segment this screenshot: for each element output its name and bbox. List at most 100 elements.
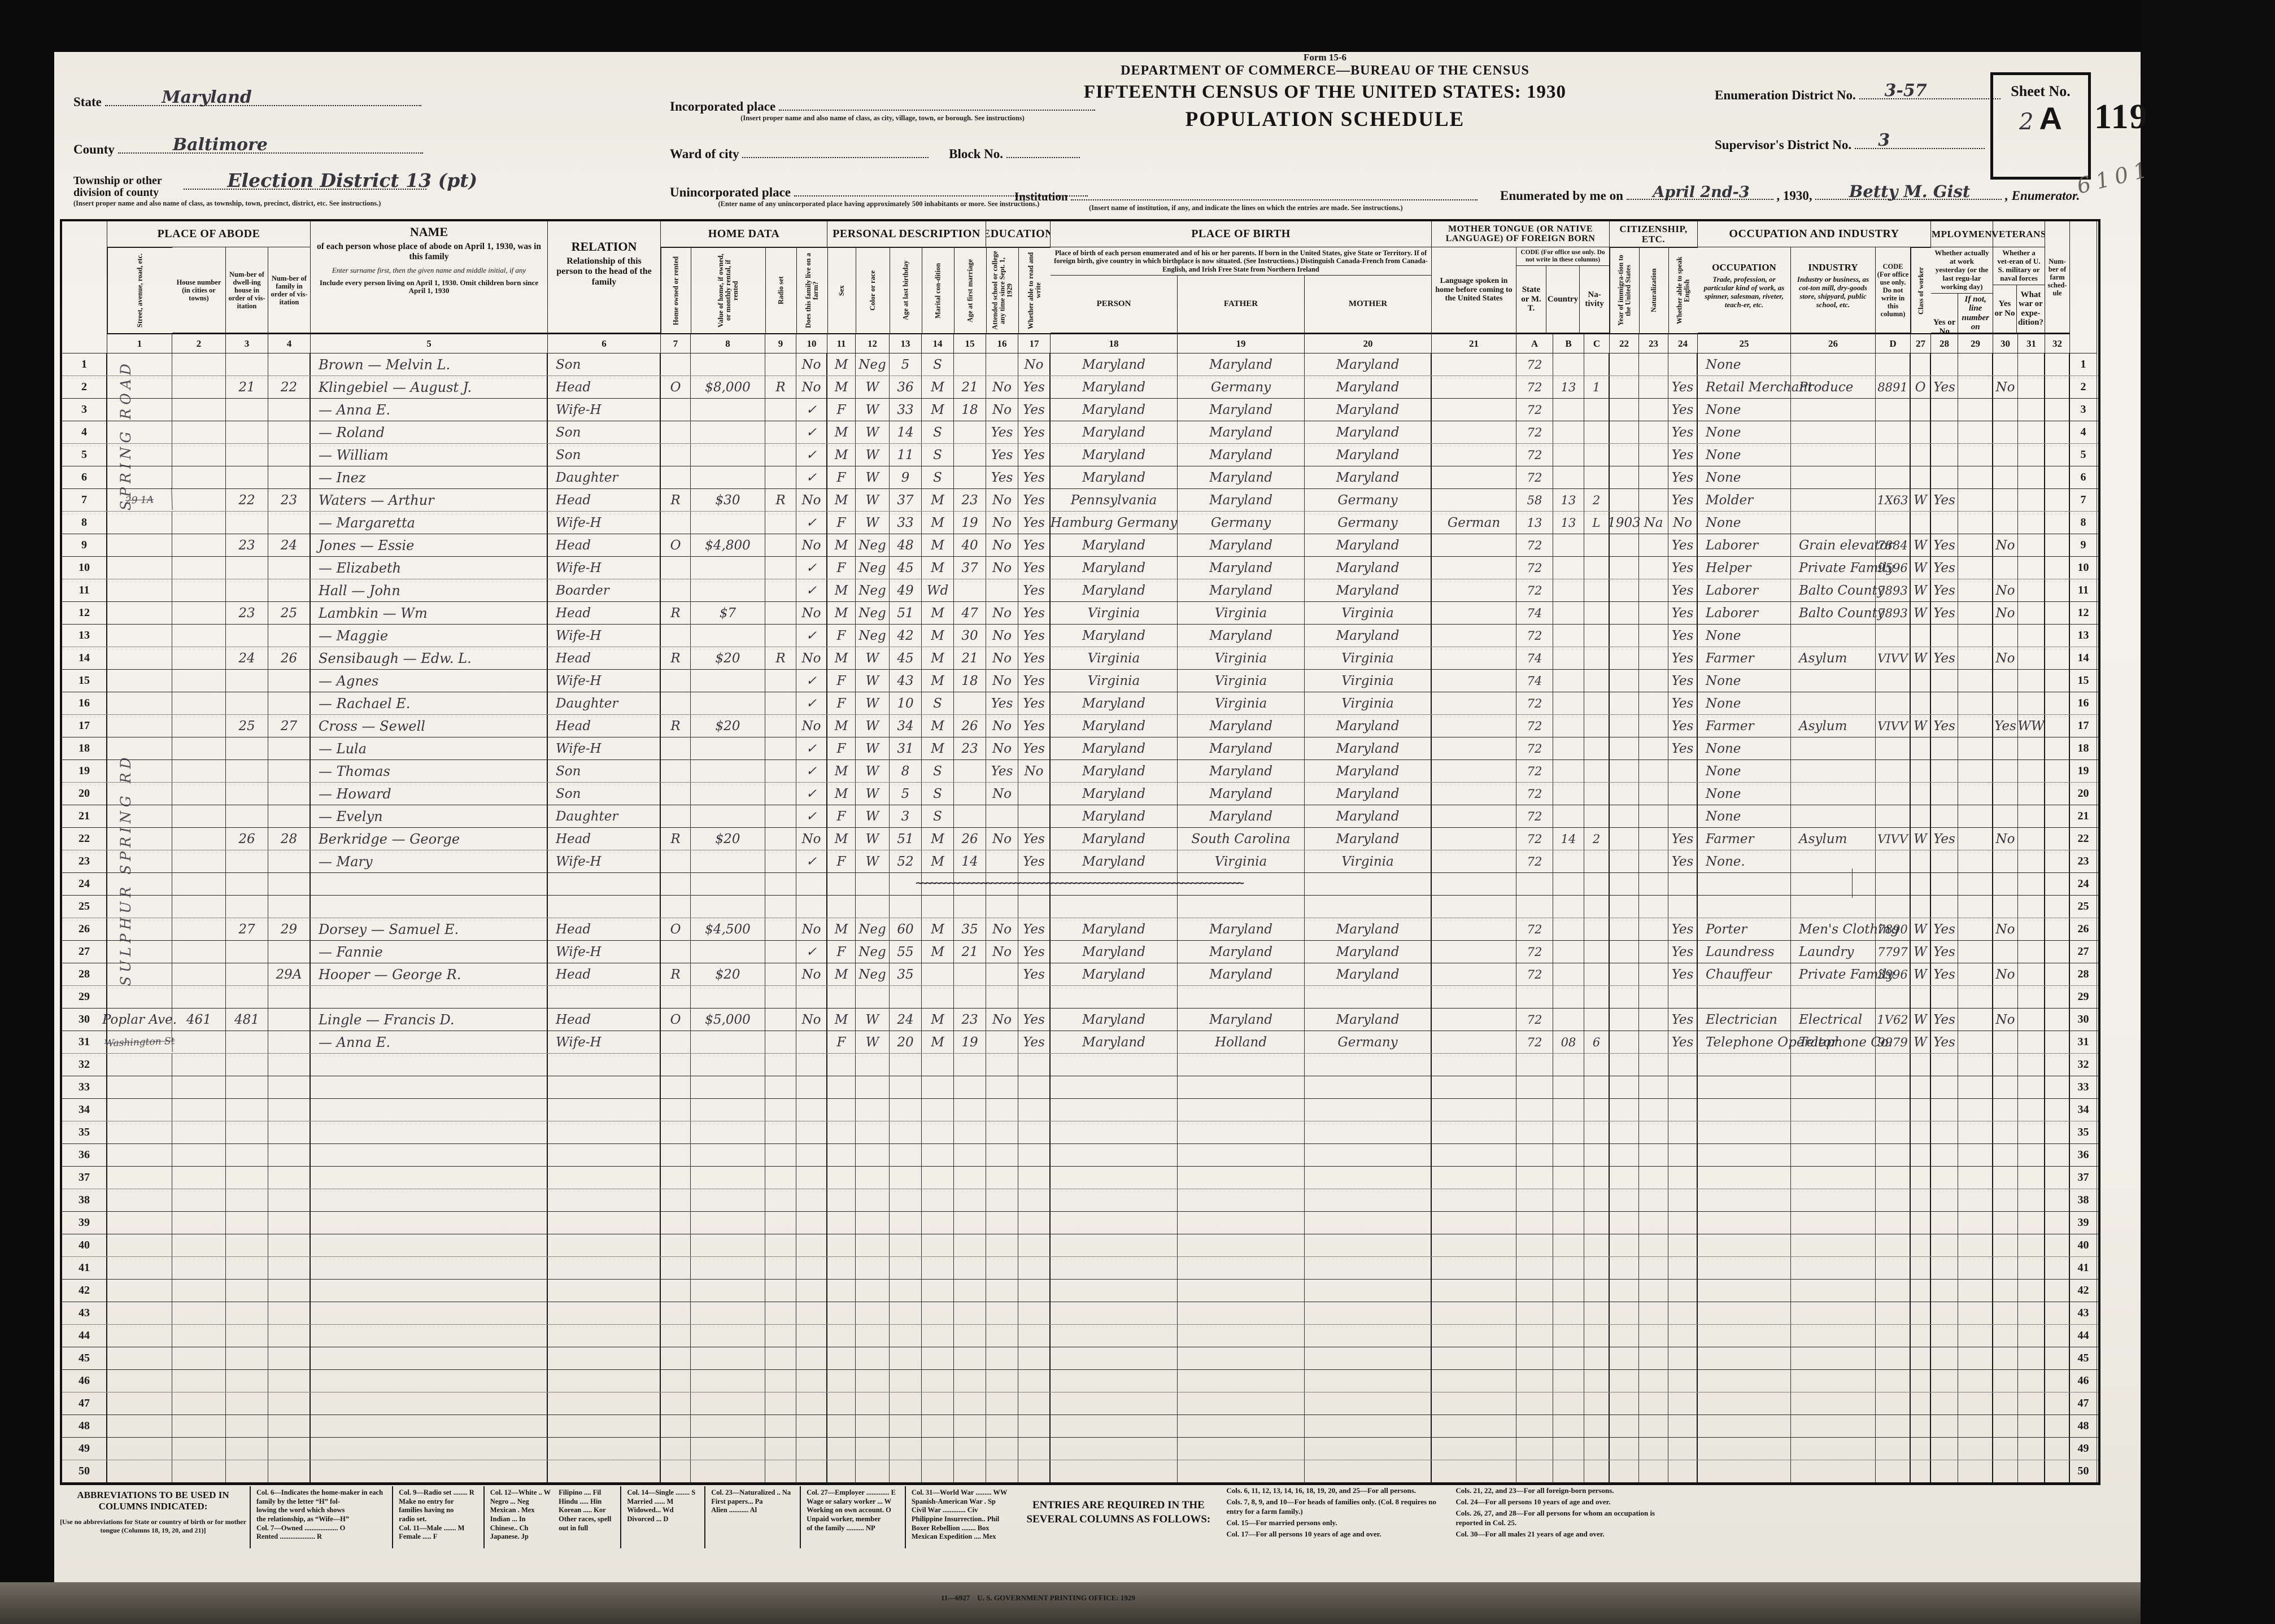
census-row-41: 41 41 [62, 1257, 2098, 1280]
cell-school [986, 1257, 1018, 1279]
cell-owned [661, 444, 691, 466]
cell-sex [827, 873, 856, 895]
line-number-right: 33 [2070, 1076, 2097, 1098]
cell-birth_person: Maryland [1051, 715, 1178, 737]
cell-occupation [1698, 1189, 1791, 1211]
cell-owned [661, 1325, 691, 1347]
cell-industry [1791, 850, 1876, 872]
cell-farm_sched [2045, 1076, 2070, 1098]
cell-family [268, 737, 311, 759]
cell-value [691, 1460, 765, 1482]
cell-race: W [856, 444, 890, 466]
cell-code_b [1553, 1144, 1584, 1166]
cell-value: $4,800 [691, 534, 765, 556]
col-school-label: Attended school or college any time sinc… [986, 247, 1018, 333]
ed-field: Enumeration District No. 3-57 [1715, 81, 2001, 103]
cell-value [691, 1099, 765, 1121]
census-row-12: 12 23 25 Lambkin — Wm Head R $7 No M Neg 51 M 47 No Ye… [62, 602, 2098, 625]
cell-name [311, 1460, 548, 1482]
cell-code_a: 74 [1516, 670, 1553, 692]
cell-sex [827, 1257, 856, 1279]
cell-farm_sched [2045, 1212, 2070, 1234]
cell-veteran: No [1993, 534, 2018, 556]
cell-age [890, 873, 922, 895]
cell-age: 33 [890, 399, 922, 421]
cell-birth_mother: Maryland [1305, 579, 1432, 601]
cell-code_a: 72 [1516, 534, 1553, 556]
cell-age [890, 1099, 922, 1121]
cell-owned [661, 850, 691, 872]
cell-immigration [1610, 783, 1639, 805]
cell-birth_person: Maryland [1051, 692, 1178, 714]
cell-code_a: 72 [1516, 376, 1553, 398]
cell-immigration [1610, 1280, 1639, 1302]
cell-birth_person: Maryland [1051, 783, 1178, 805]
cell-age_married [954, 1370, 986, 1392]
cell-race [856, 1347, 890, 1369]
cell-veteran [1993, 512, 2018, 534]
cell-farm [796, 1257, 827, 1279]
abbrev-line: Col. 31—World War ......... WW [911, 1488, 1008, 1496]
cell-read_write [1018, 1325, 1051, 1347]
cell-value [691, 1167, 765, 1189]
cell-read_write [1018, 1347, 1051, 1369]
cell-birth_mother: Maryland [1305, 557, 1432, 579]
cell-age_married: 21 [954, 647, 986, 669]
cell-family [268, 670, 311, 692]
cell-family [268, 1234, 311, 1256]
line-number-right: 48 [2070, 1415, 2097, 1437]
census-row-37: 37 37 [62, 1167, 2098, 1189]
cell-family [268, 760, 311, 782]
cell-name: Hooper — George R. [311, 963, 548, 985]
cell-read_write: Yes [1018, 421, 1051, 443]
cell-immigration [1610, 1302, 1639, 1324]
cell-immigration [1610, 715, 1639, 737]
cell-code_d [1876, 1415, 1911, 1437]
cell-birth_father [1178, 986, 1305, 1008]
cell-birth_mother [1305, 1099, 1432, 1121]
cell-birth_person: Maryland [1051, 850, 1178, 872]
cell-unemp_line [1958, 1076, 1993, 1098]
line-number-right: 24 [2070, 873, 2097, 895]
cell-farm [796, 896, 827, 918]
cell-english [1668, 1438, 1698, 1460]
group-education: EDUCATION [986, 221, 1051, 247]
line-number-left: 26 [62, 918, 107, 940]
cell-naturalization [1639, 557, 1668, 579]
cell-war [2018, 647, 2045, 669]
cell-naturalization [1639, 1121, 1668, 1143]
cell-birth_mother [1305, 873, 1432, 895]
cell-worked [1931, 1212, 1958, 1234]
cell-worker_class [1911, 670, 1931, 692]
cell-worker_class: W [1911, 534, 1931, 556]
abbrev-heading: ABBREVIATIONS TO BE USED IN COLUMNS INDI… [77, 1490, 229, 1512]
cell-worker_class [1911, 1167, 1931, 1189]
cell-industry [1791, 1325, 1876, 1347]
cell-birth_mother: Virginia [1305, 850, 1432, 872]
abbrev-line: Other races, spell [559, 1514, 612, 1523]
cell-worked: Yes [1931, 579, 1958, 601]
cell-dwelling [226, 625, 268, 647]
cell-street [107, 850, 172, 872]
cell-industry [1791, 1257, 1876, 1279]
cell-farm_sched [2045, 489, 2070, 511]
cell-birth_person: Virginia [1051, 647, 1178, 669]
cell-language [1432, 1076, 1516, 1098]
cell-birth_person: Pennsylvania [1051, 489, 1178, 511]
cell-code_b [1553, 692, 1584, 714]
cell-name [311, 1234, 548, 1256]
cell-family: 29 [268, 918, 311, 940]
cell-age_married: 18 [954, 670, 986, 692]
cell-race [856, 1415, 890, 1437]
cell-farm_sched [2045, 737, 2070, 759]
scan-black-right-edge [2141, 0, 2275, 1624]
cell-race [856, 1076, 890, 1098]
cell-worker_class: W [1911, 828, 1931, 850]
cell-code_b [1553, 444, 1584, 466]
census-row-5: 5— William Son ✓ M W 11 S Yes Yes Maryland Marylan… [62, 444, 2098, 466]
cell-family [268, 1392, 311, 1415]
cell-farm [796, 1280, 827, 1302]
cell-owned [661, 692, 691, 714]
cell-name: — Agnes [311, 670, 548, 692]
form-title-block: Form 15-6 DEPARTMENT OF COMMERCE—BUREAU … [1071, 52, 1579, 132]
